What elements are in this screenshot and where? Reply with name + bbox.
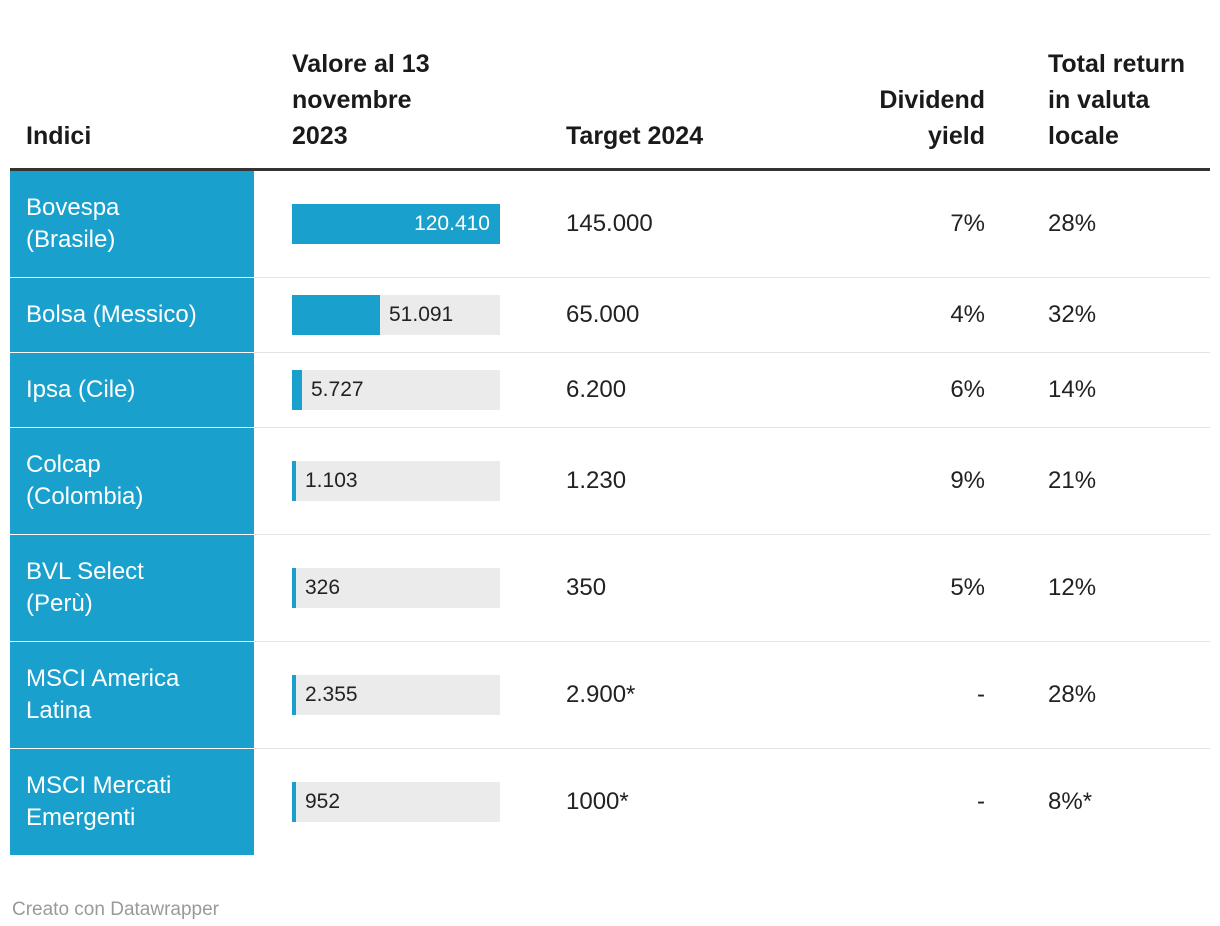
target-cell: 6.200 xyxy=(540,352,850,427)
index-cell: Colcap (Colombia) xyxy=(10,427,254,534)
target-cell: 1.230 xyxy=(540,427,850,534)
dividend-yield-cell: - xyxy=(850,641,1000,748)
total-return-cell: 12% xyxy=(1000,534,1210,641)
bar-fill xyxy=(292,782,296,822)
index-label: Colcap (Colombia) xyxy=(26,451,144,510)
dividend-yield-cell: 6% xyxy=(850,352,1000,427)
index-label: MSCI Mercati Emergenti xyxy=(26,772,172,831)
index-cell: MSCI America Latina xyxy=(10,641,254,748)
bar-value-label: 952 xyxy=(305,790,341,813)
index-label: MSCI America Latina xyxy=(26,665,180,724)
table-row: Colcap (Colombia) 1.103 1.230 9% 21% xyxy=(10,427,1210,534)
index-label: Ipsa (Cile) xyxy=(26,376,136,403)
target-cell: 350 xyxy=(540,534,850,641)
dividend-yield-cell: 5% xyxy=(850,534,1000,641)
table-row: Ipsa (Cile) 5.727 6.200 6% 14% xyxy=(10,352,1210,427)
index-label: BVL Select (Perù) xyxy=(26,558,144,617)
dividend-yield-cell: 4% xyxy=(850,277,1000,352)
bar-cell: 2.355 xyxy=(254,641,540,748)
col-header-valore: Valore al 13 novembre 2023 xyxy=(292,50,430,150)
total-return-cell: 32% xyxy=(1000,277,1210,352)
index-cell: Ipsa (Cile) xyxy=(10,352,254,427)
bar-value-label: 120.410 xyxy=(414,212,490,235)
total-return-cell: 8%* xyxy=(1000,748,1210,855)
bar-track: 120.410 xyxy=(292,204,500,244)
index-cell: Bolsa (Messico) xyxy=(10,277,254,352)
credit-line: Creato con Datawrapper xyxy=(12,899,219,920)
dividend-yield-cell: - xyxy=(850,748,1000,855)
header-row: Indici Valore al 13 novembre 2023 Target… xyxy=(10,0,1210,171)
bar-fill xyxy=(292,675,296,715)
bar-value-label: 51.091 xyxy=(389,303,454,326)
total-return-cell: 28% xyxy=(1048,210,1097,237)
total-return-cell: 21% xyxy=(1000,427,1210,534)
bar-fill xyxy=(292,568,296,608)
index-cell: MSCI Mercati Emergenti xyxy=(10,748,254,855)
table-row: BVL Select (Perù) 326 350 5% 12% xyxy=(10,534,1210,641)
index-cell: Bovespa (Brasile) xyxy=(10,171,254,277)
index-label: Bovespa (Brasile) xyxy=(26,194,120,253)
bar-fill xyxy=(292,461,296,501)
col-header-indici: Indici xyxy=(26,122,92,150)
indices-table: Indici Valore al 13 novembre 2023 Target… xyxy=(10,0,1210,855)
bar-cell: 326 xyxy=(254,534,540,641)
table-body: Bovespa (Brasile) 120.410 145.000 7% 28%… xyxy=(10,171,1210,855)
bar-track: 952 xyxy=(292,782,500,822)
col-header-total-return: Total return in valuta locale xyxy=(1048,50,1186,150)
col-header-target: Target 2024 xyxy=(566,122,704,150)
bar-cell: 1.103 xyxy=(254,427,540,534)
bar-value-label: 326 xyxy=(305,576,341,599)
bar-value-label: 1.103 xyxy=(305,469,358,492)
dividend-yield-cell: 9% xyxy=(850,427,1000,534)
bar-value-label: 5.727 xyxy=(311,378,364,401)
target-cell: 65.000 xyxy=(540,277,850,352)
table-row: Bovespa (Brasile) 120.410 145.000 7% 28% xyxy=(10,171,1210,277)
table-row: MSCI Mercati Emergenti 952 1000* - 8%* xyxy=(10,748,1210,855)
bar-cell: 5.727 xyxy=(254,352,540,427)
total-return-cell: 28% xyxy=(1000,641,1210,748)
index-cell: BVL Select (Perù) xyxy=(10,534,254,641)
bar-track: 51.091 xyxy=(292,295,500,335)
bar-value-label: 2.355 xyxy=(305,683,358,706)
bar-track: 1.103 xyxy=(292,461,500,501)
index-label: Bolsa (Messico) xyxy=(26,301,197,328)
bar-cell: 120.410 xyxy=(254,171,540,277)
total-return-cell: 14% xyxy=(1000,352,1210,427)
bar-fill xyxy=(292,295,380,335)
dividend-yield-cell: 7% xyxy=(950,210,985,237)
table-row: Bolsa (Messico) 51.091 65.000 4% 32% xyxy=(10,277,1210,352)
table-row: MSCI America Latina 2.355 2.900* - 28% xyxy=(10,641,1210,748)
bar-cell: 952 xyxy=(254,748,540,855)
bar-fill xyxy=(292,370,302,410)
bar-fill xyxy=(292,204,500,244)
target-cell: 2.900* xyxy=(540,641,850,748)
bar-track: 5.727 xyxy=(292,370,500,410)
target-cell: 145.000 xyxy=(566,210,653,237)
target-cell: 1000* xyxy=(540,748,850,855)
col-header-dividend-yield: Dividend yield xyxy=(879,86,985,150)
bar-cell: 51.091 xyxy=(254,277,540,352)
bar-track: 326 xyxy=(292,568,500,608)
bar-track: 2.355 xyxy=(292,675,500,715)
